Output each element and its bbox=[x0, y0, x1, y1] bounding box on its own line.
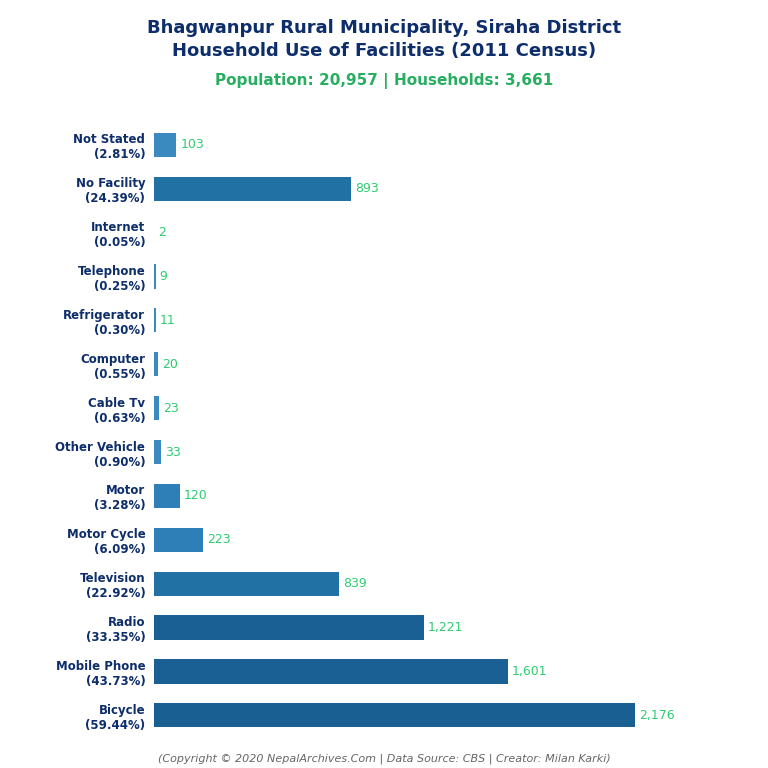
Text: 223: 223 bbox=[207, 533, 230, 546]
Bar bbox=[154, 133, 177, 157]
Text: 20: 20 bbox=[162, 358, 178, 371]
Text: Household Use of Facilities (2011 Census): Household Use of Facilities (2011 Census… bbox=[172, 42, 596, 60]
Bar bbox=[154, 660, 508, 684]
Text: 1,221: 1,221 bbox=[428, 621, 463, 634]
Bar bbox=[154, 571, 339, 596]
Bar bbox=[154, 703, 635, 727]
Text: Bhagwanpur Rural Municipality, Siraha District: Bhagwanpur Rural Municipality, Siraha Di… bbox=[147, 19, 621, 37]
Text: 839: 839 bbox=[343, 578, 367, 590]
Text: 1,601: 1,601 bbox=[511, 665, 548, 678]
Text: 120: 120 bbox=[184, 489, 208, 502]
Bar bbox=[154, 264, 156, 289]
Bar bbox=[154, 615, 424, 640]
Text: 2,176: 2,176 bbox=[639, 709, 674, 722]
Text: Population: 20,957 | Households: 3,661: Population: 20,957 | Households: 3,661 bbox=[215, 73, 553, 89]
Text: 33: 33 bbox=[165, 445, 180, 458]
Bar bbox=[154, 396, 159, 420]
Bar bbox=[154, 528, 203, 552]
Text: 11: 11 bbox=[160, 314, 176, 327]
Bar bbox=[154, 440, 161, 464]
Text: 103: 103 bbox=[180, 138, 204, 151]
Bar bbox=[154, 353, 158, 376]
Bar bbox=[154, 484, 180, 508]
Bar bbox=[154, 177, 351, 200]
Text: 9: 9 bbox=[160, 270, 167, 283]
Bar bbox=[154, 308, 156, 333]
Text: 2: 2 bbox=[158, 226, 166, 239]
Text: 23: 23 bbox=[163, 402, 178, 415]
Text: (Copyright © 2020 NepalArchives.Com | Data Source: CBS | Creator: Milan Karki): (Copyright © 2020 NepalArchives.Com | Da… bbox=[157, 753, 611, 764]
Text: 893: 893 bbox=[355, 182, 379, 195]
